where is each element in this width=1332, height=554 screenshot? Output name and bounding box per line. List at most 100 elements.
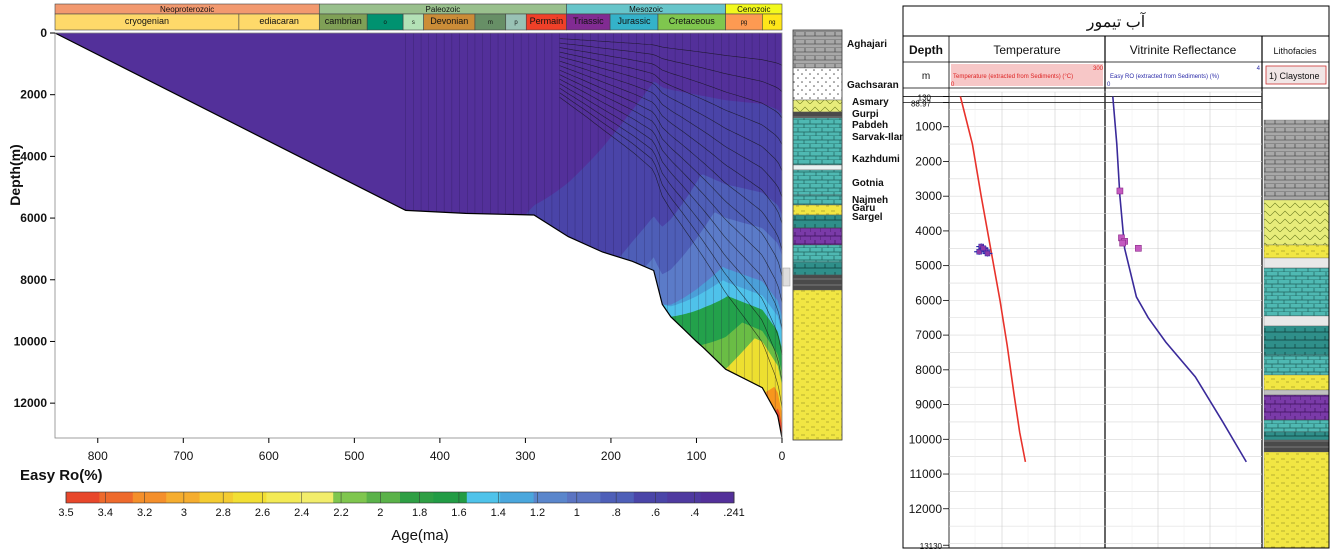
- legend-swatch: [533, 492, 568, 503]
- burial-curve: [559, 38, 783, 66]
- log-outer-frame: [902, 5, 1330, 549]
- legend-swatch: [633, 492, 668, 503]
- lithofacies-layer: [1263, 159, 1330, 201]
- x-tick-label: 200: [601, 449, 621, 463]
- y-tick-label: 0: [40, 26, 47, 40]
- lithofacies-unit-box: [1265, 65, 1327, 85]
- burial-history-chart: Neoproterozoic Paleozoic Mesozoic Cenozoic c…: [7, 3, 786, 544]
- period-label: Permain: [530, 16, 564, 26]
- legend-label: 2.6: [255, 507, 270, 519]
- temperature-curve: [959, 96, 1027, 463]
- burial-curve: [559, 78, 783, 303]
- strat-layer: [792, 194, 843, 206]
- strat-layer: [792, 169, 843, 196]
- formation-label: Asmary: [852, 97, 889, 108]
- lithofacies-layer: [1263, 119, 1330, 161]
- temperature-marker: [976, 249, 982, 255]
- era-label: Cenozoic: [737, 5, 770, 14]
- temp-range-min: 0: [951, 82, 955, 88]
- legend-label: .241: [723, 507, 744, 519]
- formation-label: Kazhdumi: [852, 154, 900, 165]
- legend-label: 1.6: [451, 507, 466, 519]
- lithofacies-layer: [1263, 439, 1330, 453]
- burial-curve: [559, 74, 783, 277]
- x-axis-label: Age(ma): [391, 527, 449, 544]
- x-tick-label: 800: [88, 449, 108, 463]
- legend-swatch: [700, 492, 735, 503]
- vitrinite-marker: [1119, 239, 1126, 247]
- depth-tick-label: 9000: [915, 398, 942, 412]
- period-label: cambrian: [325, 16, 362, 26]
- legend-label: 1.8: [412, 507, 427, 519]
- burial-curve: [559, 69, 783, 250]
- strat-layer: [792, 214, 843, 229]
- legend-label: .8: [612, 507, 621, 519]
- depth-tick-label: 8000: [915, 363, 942, 377]
- strat-frame: [792, 29, 843, 441]
- legend-label: .6: [651, 507, 660, 519]
- temperature-marker: [980, 245, 987, 252]
- lithofacies-layer: [1263, 374, 1330, 391]
- y-tick-label: 6000: [20, 211, 47, 225]
- legend-label: 3: [181, 507, 187, 519]
- period-label: ng: [769, 20, 776, 26]
- legend-label: .4: [690, 507, 699, 519]
- strat-layer: [792, 111, 843, 119]
- lithofacies-layer: [1263, 315, 1330, 327]
- legend-swatch: [500, 492, 535, 503]
- plot-frame: [54, 32, 783, 439]
- unit-lithofacies: 1) Claystone: [1269, 71, 1320, 81]
- strat-layer: [792, 99, 843, 113]
- header-depth: Depth: [909, 43, 943, 57]
- vit-range-min: 0: [1107, 82, 1111, 88]
- vitrinite-marker: [1116, 187, 1124, 195]
- header-lithofacies: Lithofacies: [1273, 46, 1317, 56]
- legend-swatch: [166, 492, 201, 503]
- burial-curve: [559, 65, 783, 224]
- legend-label: 3.4: [98, 507, 113, 519]
- legend-label: 1.4: [491, 507, 506, 519]
- stratigraphic-column: Aghajari Gachsaran AsmaryGurpiPabdehSarvak…: [782, 29, 908, 441]
- y-tick-label: 10000: [14, 334, 48, 348]
- legend-label: 3.5: [58, 507, 73, 519]
- legend-swatch: [600, 492, 635, 503]
- burial-curve: [559, 42, 783, 92]
- header-temperature: Temperature: [993, 43, 1061, 57]
- legend-swatch: [466, 492, 501, 503]
- x-tick-label: 0: [779, 449, 786, 463]
- period-label: o: [383, 20, 387, 26]
- formation-label: Najmeh: [852, 195, 888, 206]
- period-label: Devonian: [430, 16, 468, 26]
- y-tick-label: 4000: [20, 149, 47, 163]
- legend-label: 2.4: [294, 507, 309, 519]
- x-tick-label: 700: [173, 449, 193, 463]
- vit-range-max: 4: [1257, 66, 1261, 72]
- legend-swatch: [299, 492, 334, 503]
- lithofacies-layer: [1263, 389, 1330, 396]
- depth-tick-label: 11000: [910, 467, 943, 481]
- y-tick-label: 2000: [20, 88, 47, 102]
- temperature-unit-bg: [951, 64, 1103, 86]
- depth-tick-label: 6000: [915, 293, 942, 307]
- x-tick-label: 600: [259, 449, 279, 463]
- depth-tick-label: 10000: [909, 432, 943, 446]
- strat-layer: [792, 274, 843, 291]
- era-label: Mesozoic: [629, 5, 663, 14]
- depth-tick-label: 3000: [915, 189, 942, 203]
- period-label: cryogenian: [125, 16, 169, 26]
- strat-layer: [792, 289, 843, 441]
- lithofacies-layer: [1263, 431, 1330, 441]
- y-tick-label: 12000: [14, 396, 48, 410]
- formation-label: Sarvak-Ilam: [852, 132, 908, 143]
- unit-depth: m: [922, 71, 930, 82]
- burial-curve: [559, 83, 783, 329]
- temperature-marker: [984, 250, 991, 257]
- strat-layer: [792, 117, 843, 166]
- depth-tick-label: 13130: [920, 542, 943, 549]
- legend-label: 1.2: [530, 507, 545, 519]
- legend-label: 1: [574, 507, 580, 519]
- lithofacies-layer: [1263, 451, 1330, 549]
- unit-temperature: Temperature (extracted from Sediments) (…: [953, 74, 1073, 80]
- depth-tick-label: 1000: [915, 120, 942, 134]
